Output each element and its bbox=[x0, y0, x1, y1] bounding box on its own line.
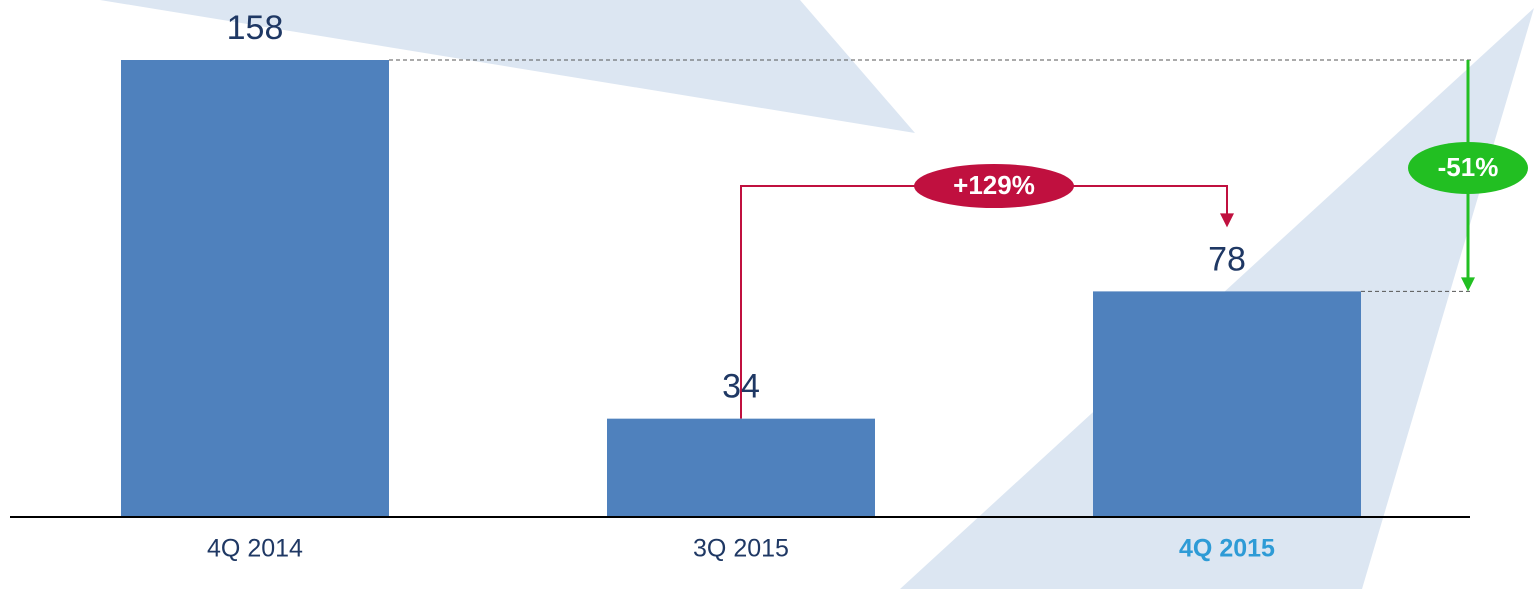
x-tick-label: 4Q 2014 bbox=[207, 535, 303, 563]
bar bbox=[607, 418, 875, 517]
change-badge bbox=[1408, 142, 1528, 194]
change-label: +129% bbox=[953, 170, 1035, 200]
background-shape bbox=[100, 0, 915, 133]
x-tick-label: 3Q 2015 bbox=[693, 535, 789, 563]
change-badge bbox=[914, 164, 1074, 208]
change-label: -51% bbox=[1438, 152, 1499, 182]
value-label: 34 bbox=[722, 368, 760, 406]
x-tick-label: 4Q 2015 bbox=[1179, 535, 1275, 563]
bar bbox=[1093, 291, 1361, 517]
value-label: 78 bbox=[1208, 240, 1246, 278]
bar bbox=[121, 60, 389, 517]
arrow-head bbox=[1220, 213, 1234, 228]
value-label: 158 bbox=[227, 9, 284, 47]
arrow-head bbox=[1461, 277, 1475, 292]
